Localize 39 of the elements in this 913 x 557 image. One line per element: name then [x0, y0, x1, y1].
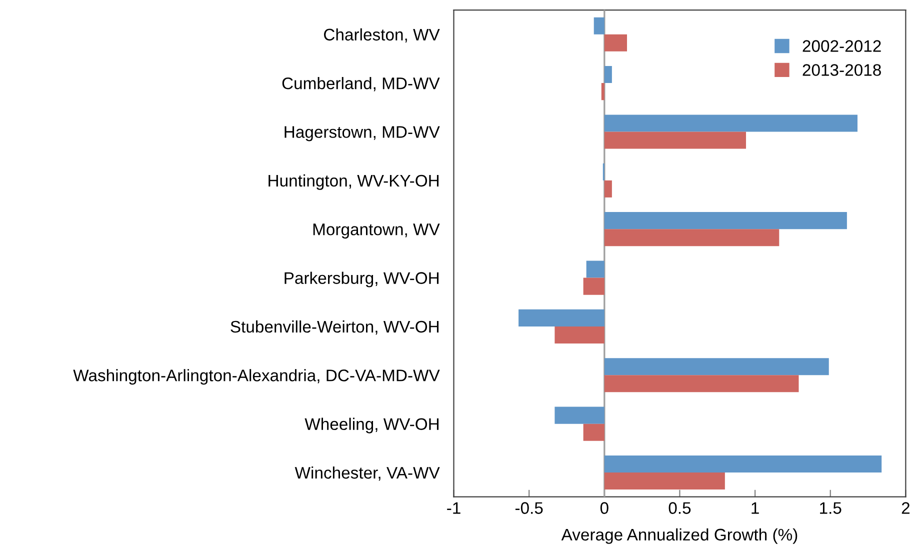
legend-label: 2002-2012: [802, 40, 881, 52]
bar: [554, 326, 604, 344]
x-tick-label: 1: [752, 502, 759, 514]
bar: [604, 455, 882, 473]
bar: [604, 114, 858, 132]
x-tick-label: 1.5: [820, 502, 842, 514]
y-tick-label: Cumberland, MD-WV: [282, 77, 440, 92]
y-tick-label: Washington-Arlington-Alexandria, DC-VA-MD-WV: [73, 369, 440, 385]
bar: [601, 83, 604, 100]
bar: [554, 406, 604, 424]
x-tick-label: 0: [600, 502, 608, 514]
bar: [604, 132, 746, 149]
bar: [604, 34, 628, 52]
x-tick-label: -0.5: [515, 502, 543, 514]
y-tick-label: Hagerstown, MD-WV: [284, 126, 440, 142]
x-axis-title: Average Annualized Growth (%): [561, 528, 798, 544]
bar: [604, 180, 612, 198]
bar: [604, 229, 780, 246]
bar: [604, 66, 612, 84]
bar: [518, 309, 604, 326]
y-tick-label: Charleston, WV: [324, 28, 440, 43]
y-tick-label: Parkersburg, WV-OH: [284, 272, 439, 288]
bar: [604, 375, 799, 392]
bar: [604, 358, 829, 376]
bar: [583, 278, 604, 295]
y-tick-label: Morgantown, WV: [313, 224, 440, 239]
y-tick-label: Stubenville-Weirton, WV-OH: [230, 320, 439, 335]
x-tick-label: 0.5: [668, 502, 691, 514]
x-tick-label: -1: [447, 502, 460, 514]
bar: [604, 212, 847, 230]
bar: [604, 472, 725, 490]
bar: [586, 260, 604, 278]
y-tick-label: Wheeling, WV-OH: [304, 418, 439, 434]
bar: [594, 17, 604, 34]
bar: [583, 424, 604, 441]
y-tick-label: Huntington, WV-KY-OH: [268, 174, 439, 190]
y-tick-label: Winchester, VA-WV: [294, 466, 440, 481]
legend-label: 2013-2018: [802, 64, 881, 76]
x-tick-label: 2: [902, 502, 910, 514]
